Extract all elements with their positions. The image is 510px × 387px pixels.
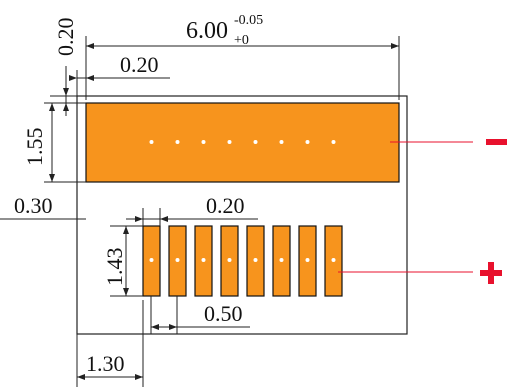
pad-dot-3: [201, 140, 206, 144]
positive-finger-dots: [149, 258, 336, 262]
overall-width-dimension: 6.00 -0.05 +0: [85, 13, 400, 100]
finger-dot-8: [331, 258, 336, 262]
finger-dot-5: [253, 258, 258, 262]
finger-height-label: 1.43: [102, 248, 127, 287]
pad-dot-7: [305, 140, 310, 144]
overall-width-main: 6.00: [186, 18, 228, 44]
board-outline: [76, 95, 408, 335]
bottom-offset-dimension: 1.30: [76, 300, 144, 387]
positive-fingers: [142, 225, 343, 297]
finger-dot-7: [305, 258, 310, 262]
top-gap-dimension: 0.20: [50, 18, 86, 116]
negative-pad: [85, 102, 400, 183]
top-pad-height-dimension: 1.55: [22, 102, 86, 183]
pad-dot-8: [331, 140, 336, 144]
top-gap-label: 0.20: [53, 18, 78, 57]
finger-dot-3: [201, 258, 206, 262]
pad-dot-1: [149, 140, 154, 144]
pad-dot-2: [175, 140, 180, 144]
pad-dot-6: [279, 140, 284, 144]
negative-pad-dots: [149, 140, 336, 144]
positive-symbol-shape-v: [488, 262, 494, 284]
finger-dot-1: [149, 258, 154, 262]
finger-width-label: 0.20: [206, 193, 245, 218]
finger-pitch-dimension: 0.50: [150, 296, 250, 334]
pad-dot-4: [227, 140, 232, 144]
finger-dot-6: [279, 258, 284, 262]
finger-pitch-label: 0.50: [204, 301, 243, 326]
finger-width-dimension: 0.20: [126, 193, 258, 226]
finger-height-dimension: 1.43: [102, 225, 143, 297]
left-gap-dimension: 0.20: [69, 52, 170, 96]
overall-width-tol-upper: -0.05: [234, 13, 263, 28]
negative-symbol-shape: [486, 139, 507, 145]
top-pad-height-label: 1.55: [22, 128, 47, 167]
bottom-offset-label: 1.30: [86, 351, 125, 376]
pad-row-gap-dimension: 0.30: [0, 193, 86, 220]
finger-dot-2: [175, 258, 180, 262]
pad-row-gap-label: 0.30: [14, 193, 53, 218]
overall-width-tol-lower: +0: [234, 33, 249, 48]
finger-dot-4: [227, 258, 232, 262]
pad-dot-5: [253, 140, 258, 144]
left-gap-label: 0.20: [120, 52, 159, 77]
